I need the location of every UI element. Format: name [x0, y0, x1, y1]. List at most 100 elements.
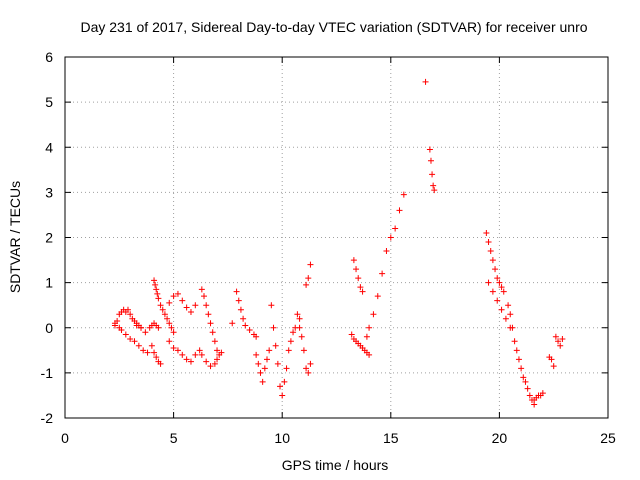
data-point [555, 338, 562, 345]
data-point [151, 349, 158, 356]
data-point [155, 295, 162, 302]
data-point [229, 320, 236, 327]
data-point [355, 275, 362, 282]
data-point [205, 311, 212, 318]
series-cluster-4.0-4.4-low [148, 342, 164, 367]
data-point [127, 311, 134, 318]
y-tick-label: 1 [45, 275, 53, 291]
series-cluster-4.8-6.2-low [166, 338, 203, 365]
data-point [148, 342, 155, 349]
data-point [277, 383, 284, 390]
data-points [111, 78, 566, 408]
data-point [196, 347, 203, 354]
data-point [524, 385, 531, 392]
data-point [235, 297, 242, 304]
data-point [242, 322, 249, 329]
data-point [507, 311, 514, 318]
series-cluster-8.8-9.6 [253, 302, 277, 385]
data-point [513, 347, 520, 354]
data-point [259, 378, 266, 385]
data-point [111, 322, 118, 329]
data-point [142, 329, 149, 336]
data-point [192, 302, 199, 309]
data-point [140, 347, 147, 354]
data-point [257, 369, 264, 376]
data-point [485, 279, 492, 286]
x-tick-label: 25 [600, 430, 616, 446]
data-point [392, 225, 399, 232]
data-point [170, 329, 177, 336]
data-point [154, 290, 161, 297]
data-point [118, 327, 125, 334]
data-point [485, 239, 492, 246]
data-point [133, 322, 140, 329]
x-tick-labels: 0 5 10 15 20 25 [61, 430, 616, 446]
data-point [285, 347, 292, 354]
data-point [283, 365, 290, 372]
y-axis-label: SDTVAR / TECUs [7, 181, 23, 293]
series-cluster-13.9-15.6 [363, 191, 407, 340]
data-point [526, 392, 533, 399]
x-tick-label: 20 [492, 430, 508, 446]
data-point [296, 324, 303, 331]
series-cluster-22.3-22.9 [546, 333, 566, 370]
data-point [198, 351, 205, 358]
x-tick-label: 10 [274, 430, 290, 446]
data-point [431, 187, 438, 194]
data-point [494, 297, 501, 304]
series-cluster-6.3-7.0-low [198, 351, 221, 370]
data-point [214, 356, 221, 363]
data-point [487, 248, 494, 255]
data-point [127, 336, 134, 343]
data-point [379, 270, 386, 277]
data-point [263, 356, 270, 363]
data-point [303, 365, 310, 372]
data-point [255, 360, 262, 367]
data-point [209, 329, 216, 336]
data-point [296, 315, 303, 322]
series-cluster-10.8-11.3 [296, 324, 314, 376]
data-point [374, 293, 381, 300]
data-point [179, 351, 186, 358]
data-point [168, 324, 175, 331]
data-point [522, 378, 529, 385]
data-point [151, 277, 158, 284]
data-point [552, 333, 559, 340]
data-point [494, 275, 501, 282]
data-point [211, 360, 218, 367]
data-point [366, 324, 373, 331]
data-point [559, 336, 566, 343]
data-point [396, 207, 403, 214]
data-point [144, 349, 151, 356]
y-tick-label: -1 [41, 365, 54, 381]
data-point [290, 329, 297, 336]
data-point [153, 354, 160, 361]
data-point [203, 302, 210, 309]
data-point [161, 311, 168, 318]
data-point [363, 333, 370, 340]
data-point [426, 146, 433, 153]
data-point [518, 365, 525, 372]
data-point [383, 248, 390, 255]
data-point [274, 360, 281, 367]
y-tick-label: 2 [45, 230, 53, 246]
data-point [211, 338, 218, 345]
data-point [505, 302, 512, 309]
data-point [198, 286, 205, 293]
data-point [294, 311, 301, 318]
grid [65, 57, 608, 418]
data-point [305, 369, 312, 376]
data-point [298, 333, 305, 340]
data-point [483, 229, 490, 236]
data-point [287, 338, 294, 345]
data-point [515, 356, 522, 363]
data-point [174, 290, 181, 297]
series-cluster-20.4-21.6 [505, 302, 538, 408]
data-point [131, 338, 138, 345]
data-point [240, 315, 247, 322]
data-point [237, 306, 244, 313]
data-point [135, 342, 142, 349]
data-point [300, 347, 307, 354]
